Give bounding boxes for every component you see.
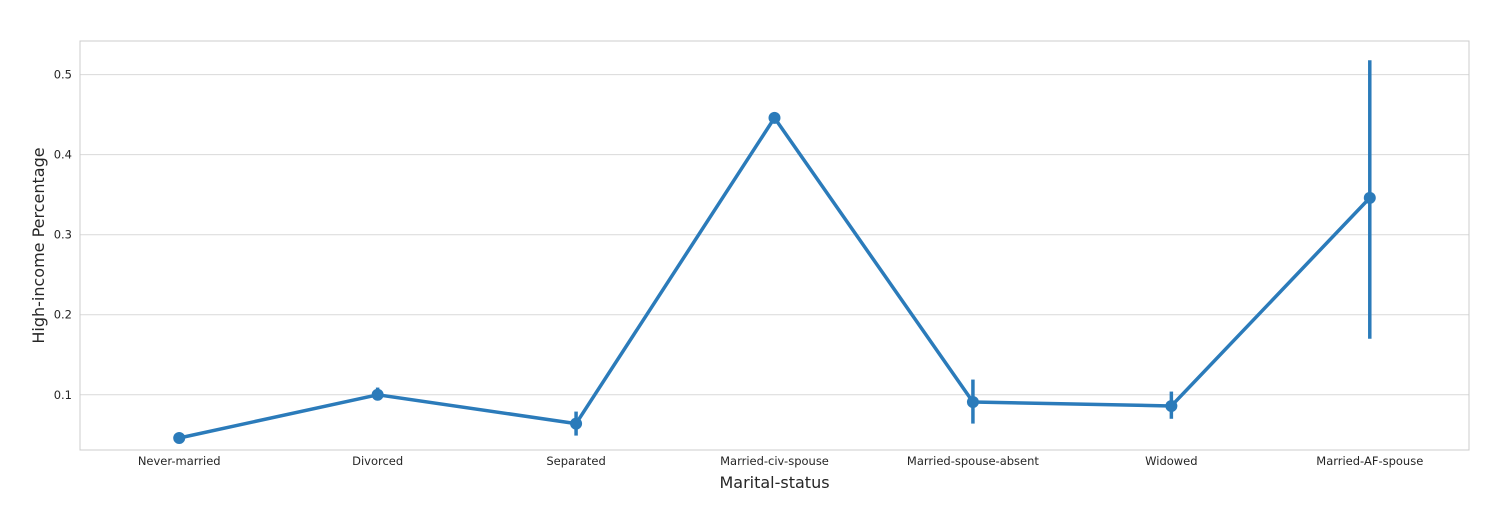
x-tick-label: Widowed	[1145, 454, 1197, 468]
x-tick-label: Married-AF-spouse	[1316, 454, 1423, 468]
data-point	[768, 111, 781, 124]
x-axis-label: Marital-status	[719, 473, 829, 492]
data-point	[1363, 191, 1376, 204]
data-point	[966, 395, 979, 408]
x-tick-labels: Never-married Divorced Separated Married-ci…	[138, 454, 1423, 468]
data-points	[173, 111, 1376, 444]
gridlines	[80, 74, 1469, 396]
x-tick-label: Separated	[546, 454, 605, 468]
y-tick-label: 0.3	[54, 228, 72, 242]
y-tick-labels: 0.1 0.2 0.3 0.4 0.5	[54, 68, 72, 402]
y-tick-label: 0.4	[54, 148, 72, 162]
data-point	[570, 417, 583, 430]
data-point	[1165, 399, 1178, 412]
data-point	[371, 388, 384, 401]
data-point	[173, 431, 186, 444]
plot-frame	[79, 40, 1470, 451]
y-tick-label: 0.5	[54, 68, 72, 82]
y-tick-label: 0.1	[54, 388, 72, 402]
x-tick-label: Never-married	[138, 454, 221, 468]
x-tick-label: Married-spouse-absent	[907, 454, 1039, 468]
y-tick-label: 0.2	[54, 308, 72, 322]
y-axis-label: High-income Percentage	[29, 147, 48, 343]
x-tick-label: Married-civ-spouse	[720, 454, 829, 468]
plot-area	[80, 41, 1469, 450]
x-tick-label: Divorced	[352, 454, 403, 468]
